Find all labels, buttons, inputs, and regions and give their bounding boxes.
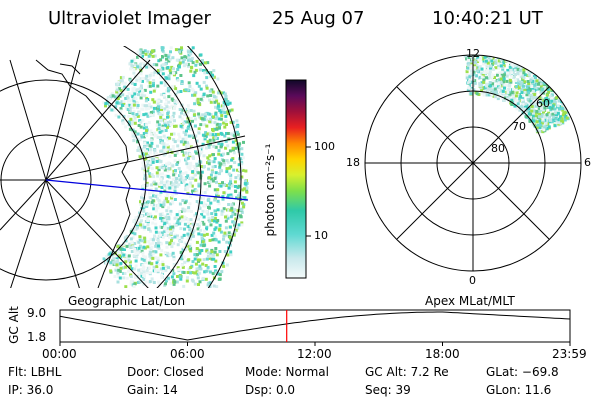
timeline-ticks [59, 342, 571, 346]
colorbar-unit-label: photon cm⁻²s⁻¹ [263, 143, 277, 237]
gc-alt-status: GC Alt: 7.2 Re [365, 365, 449, 379]
time-label: 10:40:21 UT [432, 8, 543, 29]
instrument-title: Ultraviolet Imager [48, 8, 211, 29]
ip-status: IP: 36.0 [8, 383, 54, 397]
colorbar-tick-100: 100 [314, 140, 335, 153]
mode-status: Mode: Normal [245, 365, 329, 379]
mlat-label-60: 60 [536, 97, 550, 110]
colorbar-tick-10: 10 [314, 229, 328, 242]
left-map-caption: Geographic Lat/Lon [68, 294, 186, 308]
mlt-label-12: 12 [466, 47, 480, 60]
timeline-frame [59, 309, 571, 343]
mlt-label-6: 6 [584, 156, 591, 169]
timeline-axis-label: GC Alt [7, 306, 21, 344]
dsp-status: Dsp: 0.0 [245, 383, 296, 397]
aurora-emission-right [463, 55, 575, 134]
timeline-xtick-0: 00:00 [42, 347, 77, 361]
timeline-xtick-12: 12:00 [297, 347, 332, 361]
door-status: Door: Closed [127, 365, 204, 379]
left-map-content [0, 46, 249, 288]
track-line [45, 179, 249, 201]
mlat-label-80: 80 [491, 142, 505, 155]
altitude-curve [59, 311, 571, 341]
gain-status: Gain: 14 [127, 383, 178, 397]
right-map-caption: Apex MLat/MLT [425, 294, 515, 308]
seq-status: Seq: 39 [365, 383, 411, 397]
coastline [35, 59, 131, 288]
colorbar-ticks [306, 146, 311, 237]
glon-status: GLon: 11.6 [486, 383, 552, 397]
glat-status: GLat: −69.8 [486, 365, 559, 379]
lat-circle [186, 46, 242, 288]
lat-circle [0, 79, 147, 281]
timeline-xtick-18: 18:00 [425, 347, 460, 361]
polar-plot [364, 54, 582, 272]
date-label: 25 Aug 07 [272, 8, 365, 29]
timeline-xtick-23-59: 23:59 [552, 347, 587, 361]
mlt-label-18: 18 [346, 156, 360, 169]
timeline-ytick-1-8: 1.8 [27, 330, 47, 344]
timeline-ytick-9: 9.0 [27, 306, 47, 320]
mlat-label-70: 70 [512, 120, 526, 133]
lat-circle [122, 46, 202, 288]
colorbar [285, 79, 307, 279]
timeline-xtick-6: 06:00 [170, 347, 205, 361]
mlt-label-0: 0 [469, 274, 476, 287]
filter-status: Flt: LBHL [8, 365, 62, 379]
meridians [0, 49, 246, 288]
